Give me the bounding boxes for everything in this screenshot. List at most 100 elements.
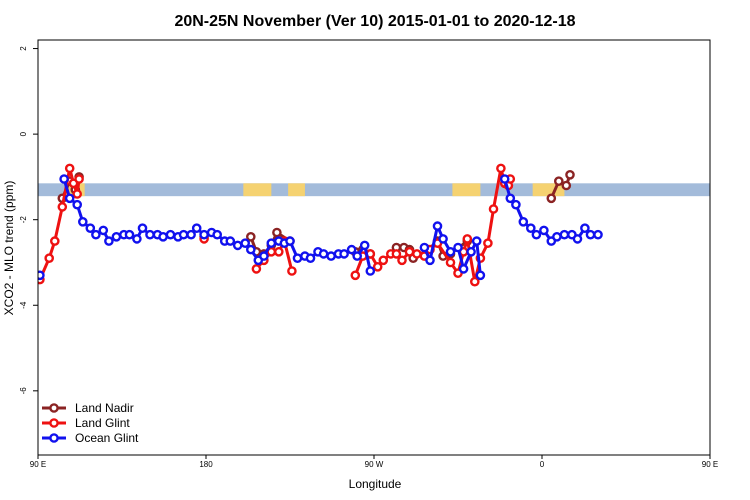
data-point: [432, 221, 443, 231]
legend-marker: [49, 433, 59, 443]
data-point: [85, 223, 96, 233]
land-ocean-band: [38, 183, 747, 197]
data-point: [365, 266, 376, 276]
y-tick-label: -6: [19, 387, 28, 395]
chart-title: 20N-25N November (Ver 10) 2015-01-01 to …: [174, 13, 575, 30]
data-point: [124, 229, 135, 240]
data-point: [346, 244, 357, 255]
data-point: [378, 255, 389, 266]
data-point: [78, 216, 88, 227]
data-point: [572, 234, 583, 244]
data-point: [339, 249, 349, 259]
data-point: [438, 234, 448, 244]
data-point: [546, 193, 557, 204]
data-point: [359, 240, 370, 251]
data-point: [462, 234, 473, 244]
series-layer: [38, 163, 603, 287]
data-point: [496, 163, 506, 174]
data-point: [458, 264, 469, 274]
series-1: [38, 163, 516, 287]
data-point: [64, 163, 75, 174]
plot-frame: [37, 39, 711, 456]
data-point: [232, 240, 243, 251]
data-point: [559, 229, 570, 240]
data-point: [111, 231, 122, 242]
data-point: [561, 180, 572, 191]
data-point: [272, 227, 282, 238]
data-point: [245, 244, 256, 255]
y-tick-label: -4: [19, 301, 28, 309]
data-point: [350, 270, 361, 281]
data-point: [483, 238, 493, 248]
data-point: [104, 236, 114, 246]
data-point: [74, 174, 84, 184]
y-axis-label: XCO2 - MLO trend (ppm): [2, 181, 16, 316]
data-point: [526, 223, 536, 233]
legend-label: Ocean Glint: [75, 431, 139, 445]
data-point: [511, 199, 521, 210]
data-point: [72, 199, 82, 210]
data-point: [453, 242, 463, 253]
series-2: [38, 174, 603, 281]
data-point: [137, 223, 148, 233]
data-point: [554, 176, 564, 186]
data-point: [471, 236, 482, 246]
x-tick-label: 180: [199, 460, 213, 469]
data-point: [318, 249, 329, 259]
legend-item: Land Glint: [42, 416, 130, 430]
land-patch: [725, 183, 747, 196]
data-point: [165, 229, 176, 240]
data-point: [404, 246, 415, 257]
data-point: [38, 270, 45, 281]
legend-item: Land Nadir: [42, 401, 134, 415]
data-point: [552, 231, 562, 242]
y-axis: 2 0 -2 -4 -6: [19, 46, 38, 395]
x-tick-label: 0: [540, 460, 545, 469]
data-point: [539, 225, 549, 236]
x-tick-label: 90 E: [30, 460, 46, 469]
data-point: [132, 234, 142, 244]
land-patch: [452, 183, 481, 197]
data-point: [91, 229, 101, 240]
data-point: [425, 255, 435, 266]
data-point: [59, 174, 69, 184]
data-point: [518, 216, 529, 227]
x-tick-label: 90 W: [365, 460, 384, 469]
data-point: [191, 223, 202, 233]
data-point: [488, 204, 499, 214]
data-point: [50, 236, 60, 246]
data-point: [580, 223, 590, 233]
data-point: [287, 266, 297, 276]
data-point: [178, 229, 189, 240]
data-point: [212, 229, 222, 240]
data-point: [469, 276, 480, 287]
data-point: [72, 189, 82, 199]
data-point: [565, 169, 575, 180]
data-point: [245, 231, 256, 242]
data-point: [266, 238, 277, 248]
data-point: [475, 270, 486, 281]
data-point: [259, 251, 269, 261]
data-point: [445, 257, 456, 268]
x-axis: 90 E 180 90 W 0 90 E: [30, 455, 718, 469]
land-patch: [288, 183, 305, 197]
y-tick-label: -2: [19, 216, 28, 224]
data-point: [505, 193, 516, 204]
data-point: [292, 253, 303, 264]
data-point: [158, 231, 168, 242]
data-point: [199, 229, 209, 240]
legend-item: Ocean Glint: [42, 431, 139, 445]
legend-label: Land Nadir: [75, 401, 134, 415]
land-patch: [243, 183, 272, 197]
data-point: [326, 251, 336, 261]
data-point: [145, 229, 155, 240]
data-point: [397, 255, 407, 266]
data-point: [372, 261, 383, 272]
data-point: [352, 251, 363, 261]
data-point: [419, 242, 430, 253]
data-point: [225, 236, 236, 246]
data-point: [593, 229, 603, 240]
legend-marker: [49, 418, 59, 428]
data-point: [285, 236, 295, 246]
